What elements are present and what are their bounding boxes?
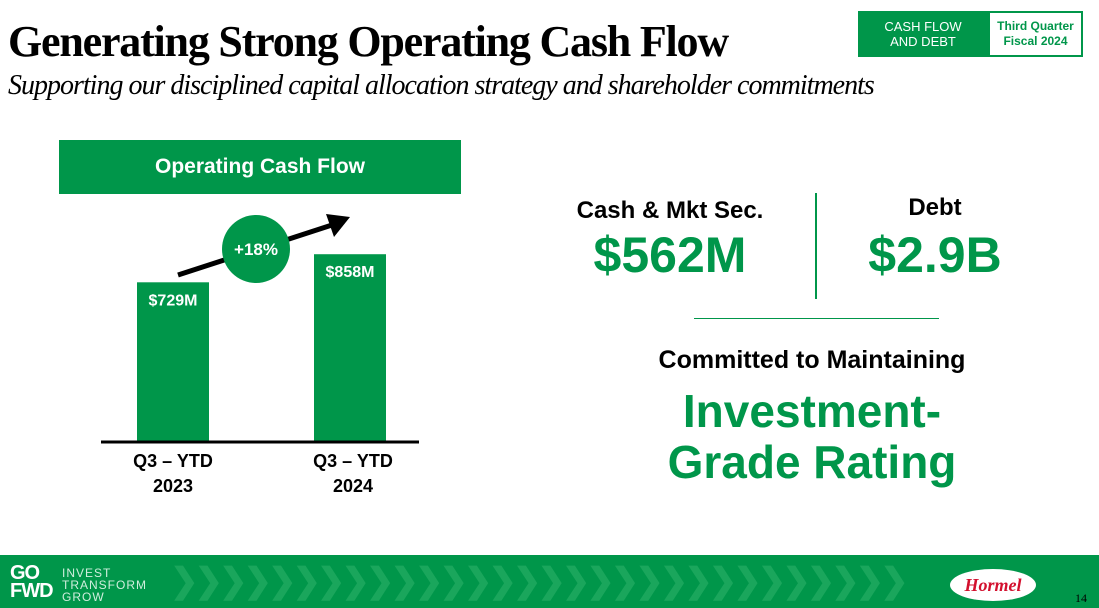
page-number: 14 xyxy=(1075,591,1087,605)
cash-value: $562M xyxy=(593,227,747,283)
growth-badge-label: +18% xyxy=(234,240,278,259)
investment-grade-line2: Grade Rating xyxy=(667,436,957,488)
page-subtitle: Supporting our disciplined capital alloc… xyxy=(8,70,875,101)
bar-2 xyxy=(314,254,386,441)
growth-badge xyxy=(222,215,290,283)
logo-word-transform: TRANSFORM xyxy=(62,578,147,592)
x-tick-label-2-line-2: 2024 xyxy=(333,476,373,496)
bar-1 xyxy=(137,282,209,441)
investment-grade-text: Investment- Grade Rating xyxy=(612,386,1012,488)
logo-tagline: INVEST TRANSFORM GROW xyxy=(62,567,147,603)
x-tick-label-1-line-2: 2023 xyxy=(153,476,193,496)
debt-label: Debt xyxy=(908,194,962,221)
page-title: Generating Strong Operating Cash Flow xyxy=(8,17,729,66)
period-tag: Third Quarter Fiscal 2024 xyxy=(988,11,1083,57)
chart-title-banner: Operating Cash Flow xyxy=(59,140,461,194)
logo-mark-top: GO xyxy=(10,562,40,584)
section-divider xyxy=(694,318,939,319)
go-fwd-logo: GO FWD xyxy=(10,562,54,602)
logo-word-grow: GROW xyxy=(62,590,105,604)
debt-value: $2.9B xyxy=(868,227,1002,283)
bar-value-label-2: $858M xyxy=(326,264,375,281)
cash-label: Cash & Mkt Sec. xyxy=(576,197,764,224)
x-tick-label-2-line-1: Q3 – YTD xyxy=(313,451,393,471)
logo-word-invest: INVEST xyxy=(62,566,112,580)
growth-arrow-head xyxy=(326,214,350,237)
commitment-text: Committed to Maintaining xyxy=(658,346,966,374)
logo-mark-bottom: FWD xyxy=(10,580,54,602)
brand-wordmark: Hormel xyxy=(964,574,1022,595)
section-tag-label: CASH FLOW AND DEBT xyxy=(884,19,962,49)
investment-grade-line1: Investment- xyxy=(682,385,942,437)
bar-value-label-1: $729M xyxy=(149,292,198,309)
period-tag-label: Third Quarter Fiscal 2024 xyxy=(997,19,1074,48)
footer-bar: ❯❯❯❯❯❯❯❯❯❯❯❯❯❯❯❯❯❯❯❯❯❯❯❯❯❯❯❯❯❯ GO FWD IN… xyxy=(0,555,1099,608)
section-tag: CASH FLOW AND DEBT xyxy=(858,11,988,57)
hormel-logo: Hormel xyxy=(950,569,1036,601)
chevron-pattern: ❯❯❯❯❯❯❯❯❯❯❯❯❯❯❯❯❯❯❯❯❯❯❯❯❯❯❯❯❯❯ xyxy=(170,562,909,600)
x-tick-label-1-line-1: Q3 – YTD xyxy=(133,451,213,471)
metric-divider xyxy=(815,193,817,299)
